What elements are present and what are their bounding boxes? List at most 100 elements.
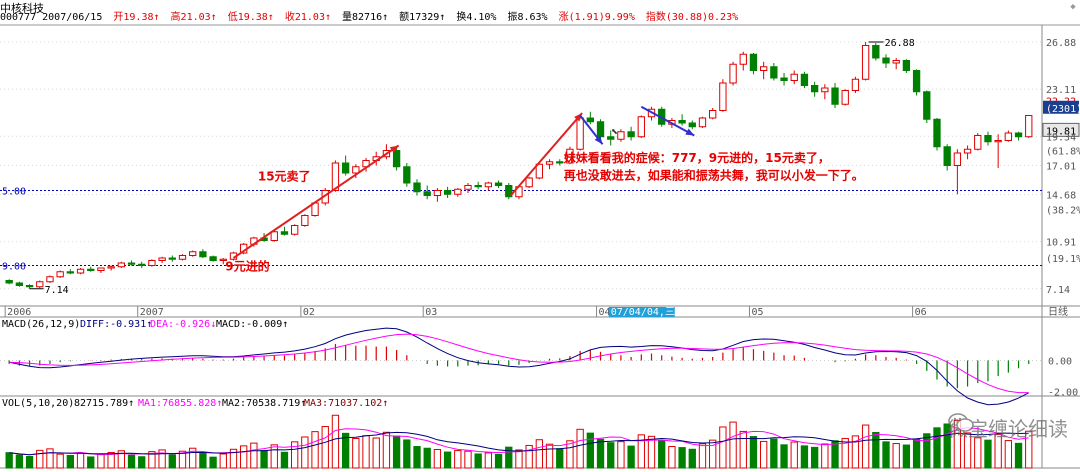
volume-bar: [923, 433, 931, 469]
volume-bar: [535, 439, 544, 469]
right-axis-tick: 19.81: [1046, 126, 1076, 137]
candle-body: [800, 73, 809, 86]
volume-bar: [607, 442, 615, 469]
volume-bar: [250, 442, 258, 469]
arrow-fall-1-head: [594, 135, 603, 145]
macd-diff-line: [9, 327, 1029, 406]
volume-bar: [494, 453, 503, 469]
volume-bar: [647, 435, 656, 469]
candle-body: [923, 91, 931, 120]
close-value: 收21.03↑: [284, 12, 331, 23]
candle-body: [433, 190, 442, 196]
low-value: 低19.38↑: [227, 12, 274, 23]
candle-body: [290, 225, 299, 235]
volume-bar: [76, 452, 85, 469]
candle-body: [698, 117, 707, 128]
right-axis-tick: 17.01: [1046, 161, 1076, 172]
volume-bar: [658, 440, 666, 469]
volume-bar: [158, 449, 166, 469]
volume-bar: [25, 456, 34, 469]
candle-body: [719, 82, 727, 111]
high-label: 26.88: [885, 38, 915, 49]
candle-body: [392, 150, 401, 168]
volume-bar: [596, 438, 605, 469]
vol-ma1: MA1:76855.828↑: [138, 398, 222, 409]
volume-bar: [872, 431, 880, 469]
volume-bar: [841, 437, 849, 469]
volume-bar: [36, 449, 44, 469]
volume-bar: [882, 441, 890, 469]
volume-bar: [821, 443, 829, 469]
candle-body: [25, 285, 34, 288]
candle-body: [933, 118, 941, 148]
volume-bar: [963, 432, 972, 469]
stock-title: 中核科技: [0, 2, 44, 15]
candle-body: [76, 268, 85, 274]
volume-bar: [617, 441, 625, 469]
candle-body: [270, 231, 278, 241]
candle-body: [505, 185, 513, 198]
volume-bar: [994, 433, 1002, 469]
volume-bar: [260, 450, 268, 469]
open-value: 开19.38↑: [113, 12, 160, 23]
right-axis-tick: (19.1%): [1046, 254, 1080, 265]
volume-bar: [637, 434, 645, 469]
volume-bar: [178, 450, 187, 469]
volume-bar: [321, 426, 329, 469]
x-axis-label: 2007: [140, 307, 164, 318]
amplitude-value: 振8.63%: [507, 12, 548, 23]
volume-bar: [1014, 442, 1023, 469]
candle-body: [586, 117, 594, 123]
candle-body: [963, 148, 972, 154]
x-axis-label: 2006: [7, 307, 31, 318]
candle-body: [413, 182, 421, 193]
volume-bar: [576, 428, 584, 469]
volume-bar: [902, 444, 911, 469]
arrow-fall-2-head: [685, 128, 695, 136]
volume-bar: [280, 451, 289, 469]
volume-bar: [352, 437, 360, 469]
candle-body: [1025, 115, 1033, 138]
volume-bar: [392, 435, 401, 469]
scroll-up-icon[interactable]: ◆: [1070, 2, 1076, 12]
candle-body: [127, 262, 136, 265]
volume-bar: [362, 435, 370, 469]
vol-value: 82715.789↑: [74, 398, 134, 409]
candle-body: [596, 121, 605, 138]
annotation-main-line2: 再也没敢进去，如果能和振荡共舞，我可以小发一下了。: [564, 167, 864, 182]
volume-bar: [56, 453, 64, 469]
volume-bar: [413, 446, 421, 469]
macd-tick: 0.00: [1048, 356, 1072, 367]
volume-bar: [892, 443, 900, 469]
watermark: 微宝缠论细读: [948, 413, 1068, 442]
candle-body: [454, 188, 462, 195]
right-axis-tick: 10.91: [1046, 238, 1076, 249]
candle-body: [607, 136, 615, 140]
volume-bar: [739, 430, 747, 469]
candle-body: [66, 271, 75, 274]
candle-body: [892, 60, 900, 64]
candle-body: [107, 266, 115, 269]
arrow-9-to-15: [232, 144, 400, 259]
right-axis-tick: 23.11: [1046, 85, 1076, 96]
macd-value: MACD:-0.009↑: [216, 319, 288, 330]
volume-bar: [423, 447, 431, 469]
candle-body: [790, 73, 798, 81]
volume-bar: [484, 452, 493, 469]
macd-diff: DIFF:-0.931↑: [80, 319, 152, 330]
volume-bar: [810, 446, 819, 469]
volume-bar: [138, 456, 146, 469]
volume-bar: [454, 450, 462, 469]
macd-tick: -2.00: [1048, 388, 1078, 399]
arrow-rise-2-head: [574, 113, 583, 122]
candle-body: [821, 87, 829, 93]
candle-body: [943, 146, 951, 166]
volume-bar: [168, 454, 176, 469]
volume-bar: [382, 431, 391, 469]
low-label: 7.14: [45, 285, 69, 296]
candle-body: [912, 70, 921, 93]
candle-body: [1014, 132, 1023, 138]
volume-bar: [372, 437, 380, 469]
candle-body: [984, 135, 992, 143]
